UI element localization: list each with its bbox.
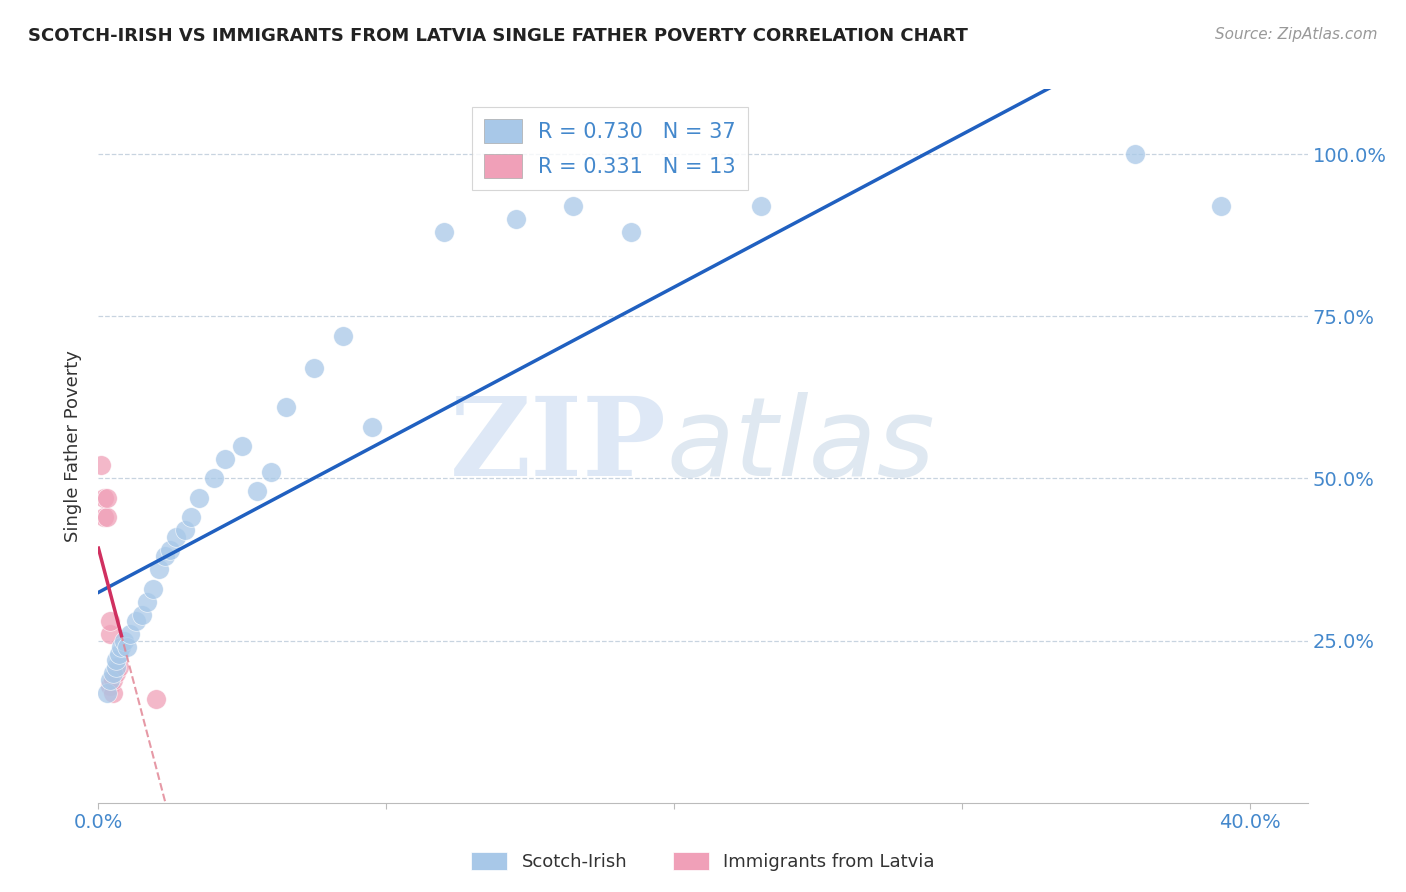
Point bbox=[260, 465, 283, 479]
Point bbox=[202, 471, 225, 485]
Point bbox=[101, 685, 124, 699]
Point bbox=[159, 542, 181, 557]
Point bbox=[96, 491, 118, 505]
Point bbox=[153, 549, 176, 564]
Point bbox=[98, 679, 121, 693]
Point bbox=[112, 633, 135, 648]
Text: SCOTCH-IRISH VS IMMIGRANTS FROM LATVIA SINGLE FATHER POVERTY CORRELATION CHART: SCOTCH-IRISH VS IMMIGRANTS FROM LATVIA S… bbox=[28, 27, 967, 45]
Point bbox=[562, 199, 585, 213]
Y-axis label: Single Father Poverty: Single Father Poverty bbox=[63, 350, 82, 542]
Point bbox=[101, 673, 124, 687]
Point bbox=[433, 225, 456, 239]
Point bbox=[231, 439, 253, 453]
Point bbox=[142, 582, 165, 596]
Point bbox=[115, 640, 138, 654]
Point bbox=[101, 666, 124, 681]
Point bbox=[96, 685, 118, 699]
Point bbox=[90, 458, 112, 473]
Point bbox=[104, 659, 127, 673]
Point bbox=[98, 627, 121, 641]
Point bbox=[96, 510, 118, 524]
Point bbox=[125, 614, 148, 628]
Legend: R = 0.730   N = 37, R = 0.331   N = 13: R = 0.730 N = 37, R = 0.331 N = 13 bbox=[471, 107, 748, 190]
Point bbox=[93, 491, 115, 505]
Point bbox=[505, 211, 527, 226]
Point bbox=[148, 562, 170, 576]
Point bbox=[274, 400, 297, 414]
Point bbox=[145, 692, 167, 706]
Point bbox=[107, 647, 129, 661]
Point bbox=[246, 484, 269, 499]
Text: atlas: atlas bbox=[666, 392, 935, 500]
Point bbox=[104, 666, 127, 681]
Point bbox=[214, 452, 236, 467]
Point bbox=[165, 530, 187, 544]
Point bbox=[749, 199, 772, 213]
Point bbox=[136, 595, 159, 609]
Point bbox=[98, 673, 121, 687]
Point bbox=[110, 640, 132, 654]
Point bbox=[304, 361, 326, 376]
Point bbox=[98, 614, 121, 628]
Point bbox=[107, 659, 129, 673]
Legend: Scotch-Irish, Immigrants from Latvia: Scotch-Irish, Immigrants from Latvia bbox=[464, 845, 942, 879]
Point bbox=[188, 491, 211, 505]
Point bbox=[173, 524, 195, 538]
Text: ZIP: ZIP bbox=[450, 392, 666, 500]
Point bbox=[104, 653, 127, 667]
Point bbox=[332, 328, 354, 343]
Point bbox=[361, 419, 384, 434]
Text: Source: ZipAtlas.com: Source: ZipAtlas.com bbox=[1215, 27, 1378, 42]
Point bbox=[180, 510, 202, 524]
Point bbox=[1123, 147, 1146, 161]
Point bbox=[120, 627, 142, 641]
Point bbox=[1211, 199, 1233, 213]
Point bbox=[93, 510, 115, 524]
Point bbox=[620, 225, 643, 239]
Point bbox=[131, 607, 153, 622]
